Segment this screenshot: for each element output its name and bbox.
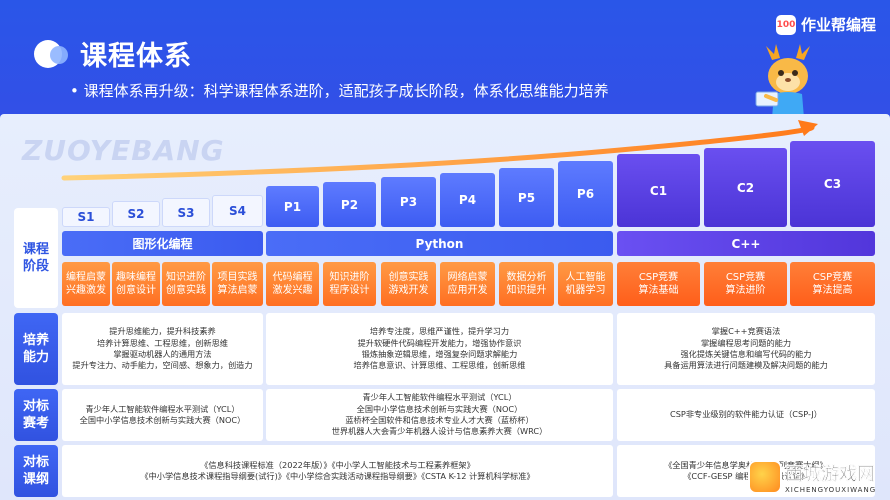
competition-cell: 青少年人工智能软件编程水平测试（YCL） 全国中小学信息技术创新与实践大赛（NOC… bbox=[266, 389, 613, 441]
brand-logo: 100 作业帮编程 bbox=[775, 14, 876, 35]
ability-cell: 掌握C++竞赛语法 掌握编程思考问题的能力 强化提炼关键信息和编写代码的能力 具备运用… bbox=[617, 313, 875, 385]
cell-line: CSP非专业级别的软件能力认证（CSP-J） bbox=[670, 409, 822, 420]
topic-box: 代码编程 激发兴趣 bbox=[266, 262, 319, 306]
level-p4: P4 bbox=[440, 173, 495, 227]
site-watermark-logo: 西城游戏网 XICHENGYOUXIWANG bbox=[748, 456, 888, 498]
competition-cell: 青少年人工智能软件编程水平测试（YCL） 全国中小学信息技术创新与实践大赛（NOC… bbox=[62, 389, 263, 441]
level-c1: C1 bbox=[617, 154, 700, 227]
cell-line: 锻炼抽象逆辑思维，增强复杂问题求解能力 bbox=[361, 349, 518, 359]
row-label-competition: 对标 赛考 bbox=[14, 389, 58, 441]
brand-name: 作业帮编程 bbox=[800, 16, 876, 34]
cell-line: 具备运用算法进行问题建模及解决问题的能力 bbox=[664, 360, 828, 371]
topic-box: 创意实践 游戏开发 bbox=[381, 262, 436, 306]
competition-cell: CSP非专业级别的软件能力认证（CSP-J） bbox=[617, 389, 875, 441]
watermark: ZUOYEBANG bbox=[22, 134, 225, 167]
cell-line: 青少年人工智能软件编程水平测试（YCL） bbox=[85, 403, 240, 414]
site-logo-text: 西城游戏网 bbox=[785, 464, 875, 485]
level-p1: P1 bbox=[266, 186, 319, 227]
level-s4: S4 bbox=[212, 195, 263, 227]
site-logo-subtext: XICHENGYOUXIWANG bbox=[785, 486, 877, 494]
ability-cell: 提升思维能力，提升科技素养 培养计算思维、工程思维，创新思维 掌握驱动机器人的通用方… bbox=[62, 313, 263, 385]
topic-box: 编程启蒙 兴趣激发 bbox=[62, 262, 110, 306]
cell-line: 强化提炼关键信息和编写代码的能力 bbox=[680, 349, 812, 359]
topic-box: CSP竞赛 算法进阶 bbox=[704, 262, 787, 306]
cell-line: 世界机器人大会青少年机器人设计与信息素养大赛（WRC） bbox=[331, 426, 548, 437]
syllabus-cell: 《信息科技课程标准（2022年版）》《中小学人工智能技术与工程素养框架》 《中小学… bbox=[62, 445, 613, 497]
topic-box: 人工智能 机器学习 bbox=[558, 262, 613, 306]
level-p6: P6 bbox=[558, 161, 613, 227]
level-c3: C3 bbox=[790, 141, 875, 227]
track-python: Python bbox=[266, 231, 613, 256]
row-label-stage: 课程 阶段 bbox=[14, 208, 58, 308]
cell-line: 青少年人工智能软件编程水平测试（YCL） bbox=[362, 392, 517, 403]
topic-box: 项目实践 算法启蒙 bbox=[212, 262, 263, 306]
ability-cell: 培养专注度，思维严谨性，提升学习力 提升软硬件代码编程开发能力，增强协作意识 锻炼抽… bbox=[266, 313, 613, 385]
page-title: 课程体系 bbox=[80, 41, 192, 72]
site-logo-icon bbox=[748, 460, 782, 494]
deer-mascot-icon bbox=[755, 44, 810, 118]
level-p5: P5 bbox=[499, 168, 554, 227]
level-c2: C2 bbox=[704, 148, 787, 227]
topic-box: 趣味编程 创意设计 bbox=[112, 262, 160, 306]
row-label-ability: 培养 能力 bbox=[14, 313, 58, 385]
topic-box: CSP竞赛 算法提高 bbox=[790, 262, 875, 306]
cell-line: 培养专注度，思维严谨性，提升学习力 bbox=[369, 326, 510, 337]
cell-line: 《CCF-GESP 编程能力等级认证》 bbox=[683, 471, 809, 481]
cell-line: 《全国青少年信息学奥林匹克系列竞赛大纲》 bbox=[664, 459, 828, 470]
level-s3: S3 bbox=[162, 198, 210, 227]
cell-line: 《信息科技课程标准（2022年版）》《中小学人工智能技术与工程素养框架》 bbox=[200, 459, 475, 470]
cell-line: 提升思维能力，提升科技素养 bbox=[109, 326, 216, 337]
growth-arrow-icon bbox=[61, 120, 818, 181]
syllabus-cell: 《全国青少年信息学奥林匹克系列竞赛大纲》 《CCF-GESP 编程能力等级认证》 bbox=[617, 445, 875, 497]
level-s2: S2 bbox=[112, 201, 160, 227]
level-p2: P2 bbox=[323, 182, 376, 227]
level-p3: P3 bbox=[381, 177, 436, 227]
cell-line: 培养计算思维、工程思维，创新思维 bbox=[96, 337, 228, 348]
topic-box: 网络启蒙 应用开发 bbox=[440, 262, 495, 306]
cell-line: 蓝桥杯全国软件和信息技术专业人才大赛（蓝桥杯） bbox=[345, 415, 534, 425]
track-scratch: 图形化编程 bbox=[62, 231, 263, 256]
level-s1: S1 bbox=[62, 207, 110, 227]
topic-box: 知识进阶 程序设计 bbox=[323, 262, 376, 306]
track-cpp: C++ bbox=[617, 231, 875, 256]
cell-line: 全国中小学信息技术创新与实践大赛（NOC） bbox=[356, 403, 523, 414]
topic-box: CSP竞赛 算法基础 bbox=[617, 262, 700, 306]
cell-line: 掌握驱动机器人的通用方法 bbox=[113, 349, 212, 359]
brand-icon: 100 bbox=[775, 14, 796, 35]
decor-circle-small bbox=[50, 46, 68, 64]
page-subtitle: • 课程体系再升级：科学课程体系进阶，适配孩子成长阶段，体系化思维能力培养 bbox=[70, 82, 609, 100]
cell-line: 全国中小学信息技术创新与实践大赛（NOC） bbox=[79, 415, 246, 425]
topic-box: 知识进阶 创意实践 bbox=[162, 262, 210, 306]
cell-line: 掌握C++竞赛语法 bbox=[711, 326, 781, 337]
cell-line: 掌握编程思考问题的能力 bbox=[700, 337, 792, 348]
cell-line: 提升软硬件代码编程开发能力，增强协作意识 bbox=[357, 337, 522, 348]
topic-box: 数据分析 知识提升 bbox=[499, 262, 554, 306]
cell-line: 培养信息意识、计算思维、工程思维，创新思维 bbox=[353, 360, 526, 371]
cell-line: 提升专注力、动手能力，空间感、想象力，创造力 bbox=[72, 360, 253, 371]
cell-line: 《中小学信息技术课程指导纲要(试行)》《中小学综合实践活动课程指导纲要》《CST… bbox=[140, 471, 535, 481]
row-label-syllabus: 对标 课纲 bbox=[14, 445, 58, 497]
